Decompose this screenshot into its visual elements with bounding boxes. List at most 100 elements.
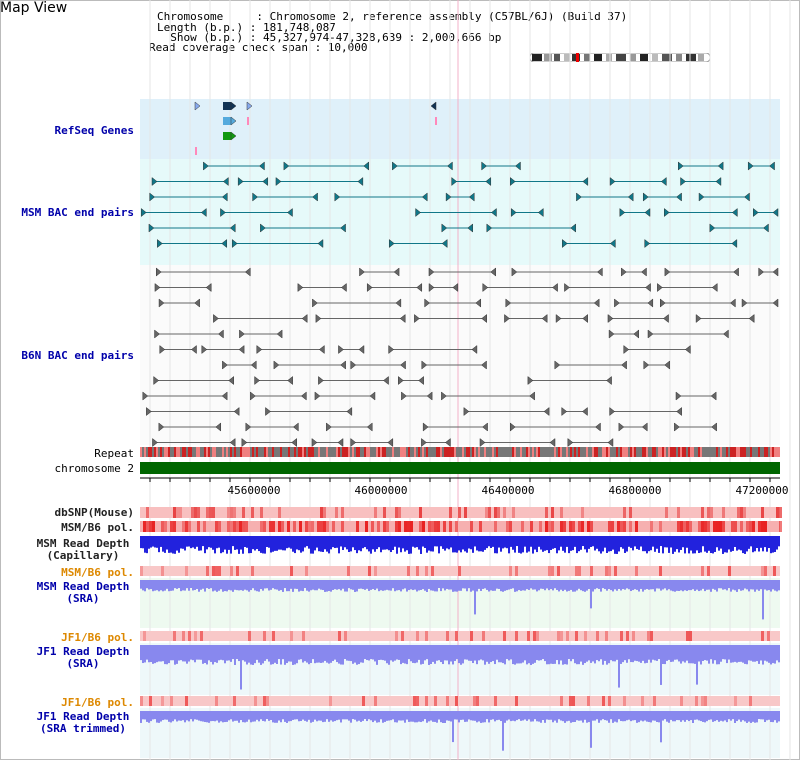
msm-sra-depth-bar xyxy=(370,580,372,590)
dbsnp-label[interactable]: dbSNP(Mouse) xyxy=(54,506,134,519)
jf1-trimmed-depth-bar xyxy=(248,711,250,720)
jf1-sra-depth-bar xyxy=(736,645,738,663)
repeat-track[interactable] xyxy=(140,447,780,474)
repeat-segment xyxy=(514,447,516,457)
b6n-bac-label[interactable]: B6N BAC end pairs xyxy=(21,349,134,362)
repeat-segment xyxy=(152,447,154,457)
jf1-pol-strip xyxy=(605,631,608,641)
msm-pol-strip xyxy=(689,521,692,532)
jf1-sra-depth-bar xyxy=(766,645,768,662)
msm-pol-2-strip xyxy=(761,566,764,576)
repeat-segment xyxy=(494,447,496,457)
jf1-sra-depth-bar xyxy=(588,645,590,661)
refseq-genes-track[interactable] xyxy=(194,101,437,155)
msm-bac-label[interactable]: MSM BAC end pairs xyxy=(21,206,134,219)
jf1-sra-depth-bar xyxy=(302,645,304,663)
dbsnp-strip xyxy=(485,507,488,518)
repeat-segment xyxy=(616,447,618,457)
msm-capillary-depth-bar xyxy=(582,536,584,547)
jf1-trimmed-depth-bar xyxy=(322,711,324,723)
msm-depth-capillary-label[interactable]: MSM Read Depth (Capillary) xyxy=(28,538,138,562)
repeat-segment xyxy=(350,447,352,457)
jf1-sra-depth-bar xyxy=(570,645,572,662)
msm-sra-depth-bar xyxy=(716,580,718,592)
jf1-trimmed-depth-bar xyxy=(490,711,492,720)
jf1-sra-depth-bar xyxy=(310,645,312,663)
repeat-segment xyxy=(144,447,146,457)
msm-sra-depth-bar xyxy=(428,580,430,589)
jf1-trimmed-depth-bar xyxy=(744,711,746,722)
jf1-sra-depth-bar xyxy=(282,645,284,660)
dbsnp-strip xyxy=(503,507,506,518)
jf1-trimmed-depth-bar xyxy=(438,711,440,720)
jf1-pol-strip xyxy=(686,631,689,641)
msm-sra-depth-bar xyxy=(168,580,170,592)
jf1-sra-depth-bar xyxy=(154,645,156,664)
jf1-sra-depth-bar xyxy=(286,645,288,664)
msm-sra-depth-bar xyxy=(394,580,396,592)
jf1-trimmed-depth-bar xyxy=(482,711,484,723)
msm-b6-pol-2-label[interactable]: MSM/B6 pol. xyxy=(61,566,134,579)
jf1-trimmed-depth-bar xyxy=(276,711,278,723)
msm-capillary-depth-bar xyxy=(776,536,778,550)
repeat-segment xyxy=(730,447,732,457)
b6n-bac-pair xyxy=(398,375,404,386)
msm-sra-depth-bar xyxy=(484,580,486,589)
jf1-sra-depth-bar xyxy=(434,645,436,664)
msm-capillary-depth-bar xyxy=(358,536,360,551)
depth-tracks[interactable] xyxy=(140,507,782,751)
msm-pol-strip xyxy=(698,521,701,532)
refseq-genes-label[interactable]: RefSeq Genes xyxy=(54,124,134,137)
msm-pol-strip xyxy=(287,521,290,532)
msm-capillary-depth-bar xyxy=(612,536,614,550)
jf1-depth-sra-label[interactable]: JF1 Read Depth (SRA) xyxy=(28,646,138,670)
repeat-segment xyxy=(342,447,344,457)
msm-sra-depth-bar xyxy=(406,580,408,592)
msm-capillary-depth-bar xyxy=(268,536,270,548)
jf1-b6-pol-2-label[interactable]: JF1/B6 pol. xyxy=(61,696,134,709)
repeat-segment xyxy=(566,447,568,457)
msm-sra-depth-bar xyxy=(518,580,520,591)
msm-bac-pair xyxy=(717,161,724,171)
msm-sra-depth-bar xyxy=(700,580,702,591)
jf1-sra-depth-bar xyxy=(356,645,358,665)
jf1-trimmed-depth-bar xyxy=(774,711,776,721)
msm-bac-track[interactable] xyxy=(140,161,779,249)
msm-capillary-depth-bar xyxy=(558,536,560,551)
jf1-trimmed-depth-bar xyxy=(718,711,720,722)
msm-capillary-depth-bar xyxy=(364,536,366,548)
msm-sra-depth-bar xyxy=(416,580,418,592)
jf1-trimmed-depth-bar xyxy=(684,711,686,722)
jf1-b6-pol-label[interactable]: JF1/B6 pol. xyxy=(61,631,134,644)
chromosome-ideogram[interactable] xyxy=(530,53,710,62)
jf1-depth-trimmed-label[interactable]: JF1 Read Depth (SRA trimmed) xyxy=(28,711,138,735)
jf1-pol-2-strip xyxy=(233,696,236,706)
msm-bac-pair xyxy=(627,192,634,202)
msm-sra-depth-bar xyxy=(238,580,240,591)
jf1-trimmed-depth-bar xyxy=(544,711,546,723)
msm-capillary-depth-bar xyxy=(434,536,436,547)
repeat-segment xyxy=(294,447,296,457)
jf1-pol-2-strip xyxy=(185,696,188,706)
msm-pol-strip xyxy=(686,521,689,532)
msm-capillary-depth-bar xyxy=(314,536,316,551)
b6n-bac-pair xyxy=(414,313,420,324)
msm-sra-depth-bar xyxy=(454,580,456,592)
b6n-bac-track[interactable] xyxy=(142,267,779,448)
repeat-segment xyxy=(198,447,200,457)
msm-sra-depth-bar xyxy=(592,580,594,592)
jf1-sra-depth-bar xyxy=(314,645,316,664)
msm-b6-pol-label[interactable]: MSM/B6 pol. xyxy=(61,521,134,534)
b6n-bac-pair xyxy=(393,267,400,277)
jf1-sra-depth-bar xyxy=(404,645,406,664)
msm-depth-sra-label[interactable]: MSM Read Depth (SRA) xyxy=(28,581,138,605)
msm-capillary-depth-bar xyxy=(382,536,384,550)
msm-sra-depth-bar xyxy=(588,580,590,590)
jf1-sra-depth-bar xyxy=(274,645,276,663)
msm-sra-depth-bar xyxy=(312,580,314,590)
jf1-pol-strip xyxy=(767,631,770,641)
jf1-sra-depth-bar xyxy=(596,645,598,661)
repeat-segment xyxy=(516,447,518,457)
repeat-segment xyxy=(268,447,270,457)
